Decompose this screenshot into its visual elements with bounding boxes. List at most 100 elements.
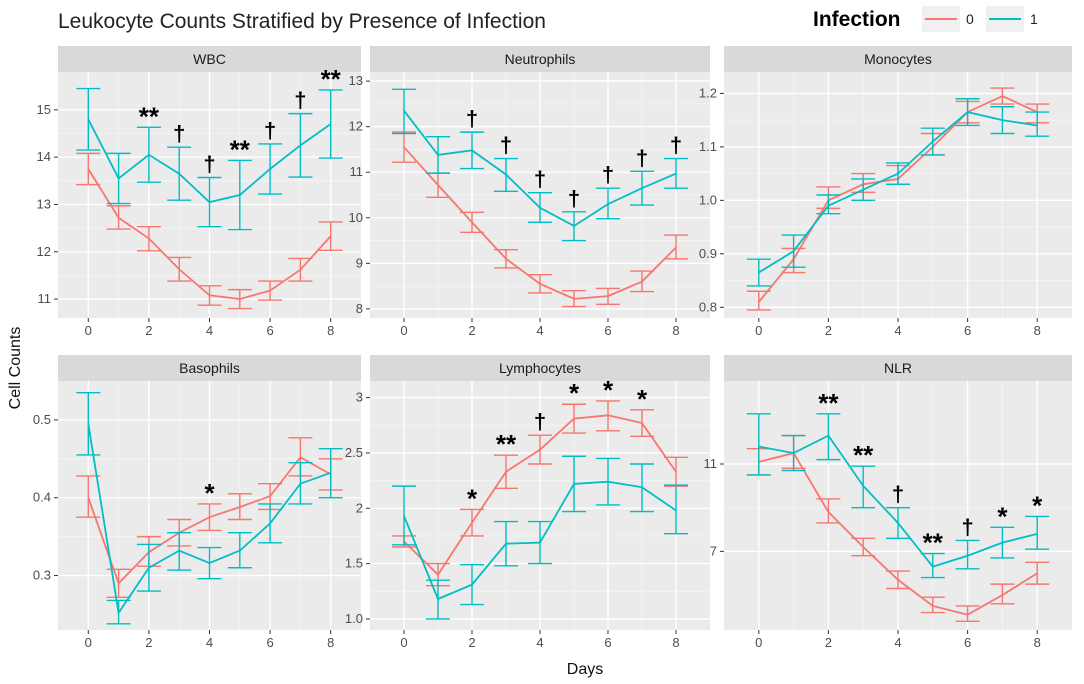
series-1: [76, 391, 343, 625]
y-tick-label: 11: [38, 291, 52, 306]
y-tick-label: 0.9: [699, 246, 717, 261]
series-line: [87, 456, 332, 585]
strip-background: [724, 355, 1072, 381]
x-tick-label: 0: [400, 323, 407, 338]
series-line: [87, 118, 332, 204]
y-tick-label: 3: [356, 390, 363, 405]
significance-marker: **: [496, 429, 517, 459]
significance-marker: *: [997, 501, 1008, 531]
legend-label-0: 0: [966, 11, 974, 27]
significance-marker: †: [466, 106, 478, 131]
y-tick-label: 10: [349, 210, 363, 225]
x-axis-title: Days: [567, 661, 603, 678]
significance-marker: **: [853, 440, 874, 470]
significance-marker: †: [568, 186, 580, 211]
strip-background: [370, 46, 710, 72]
legend: Infection 0 1: [813, 6, 1038, 32]
y-tick-label: 13: [37, 196, 51, 211]
x-tick-label: 8: [327, 323, 334, 338]
x-tick-label: 6: [964, 323, 971, 338]
significance-marker: †: [602, 162, 614, 187]
x-tick-label: 0: [755, 323, 762, 338]
x-tick-label: 4: [206, 635, 213, 650]
x-tick-label: 2: [468, 635, 475, 650]
x-tick-label: 4: [536, 635, 543, 650]
strip-label: NLR: [884, 360, 912, 376]
y-tick-label: 15: [37, 102, 51, 117]
legend-label-1: 1: [1030, 11, 1038, 27]
series-line: [403, 110, 677, 228]
significance-marker: **: [139, 101, 160, 131]
x-tick-label: 8: [1034, 323, 1041, 338]
significance-marker: †: [203, 151, 215, 176]
x-tick-label: 6: [604, 323, 611, 338]
series-line: [87, 423, 332, 616]
legend-title: Infection: [813, 8, 901, 31]
x-tick-label: 0: [85, 635, 92, 650]
significance-marker: †: [500, 133, 512, 158]
series-1: [76, 87, 343, 231]
y-tick-label: 1.0: [699, 192, 717, 207]
series-1: [392, 455, 688, 620]
significance-marker: *: [569, 378, 580, 408]
y-tick-label: 12: [37, 244, 51, 259]
y-tick-label: 0.3: [33, 568, 51, 583]
y-tick-label: 1.1: [699, 139, 717, 154]
strip-background: [58, 46, 361, 72]
x-tick-label: 0: [400, 635, 407, 650]
significance-marker: †: [534, 167, 546, 192]
significance-marker: †: [636, 145, 648, 170]
strip-background: [724, 46, 1072, 72]
y-tick-label: 8: [356, 301, 363, 316]
strip-label: Basophils: [179, 360, 240, 376]
panel-neutrophils: Neutrophils 0 2 4 6 8 8 9 10 11 12 13 † † † † † † †: [349, 46, 710, 338]
y-axis-title: Cell Counts: [7, 327, 24, 410]
significance-marker: *: [603, 375, 614, 405]
x-tick-label: 6: [964, 635, 971, 650]
x-tick-label: 6: [266, 323, 273, 338]
series-line: [758, 434, 1038, 568]
series-1: [746, 413, 1050, 579]
strip-label: Monocytes: [864, 51, 932, 67]
strip-label: Lymphocytes: [499, 360, 581, 376]
x-tick-label: 0: [85, 323, 92, 338]
x-tick-label: 4: [206, 323, 213, 338]
x-tick-label: 0: [755, 635, 762, 650]
x-tick-label: 4: [894, 323, 901, 338]
y-tick-label: 13: [349, 73, 363, 88]
series-line: [403, 480, 677, 601]
chart-title: Leukocyte Counts Stratified by Presence …: [58, 10, 546, 33]
x-tick-label: 2: [825, 635, 832, 650]
significance-marker: *: [637, 384, 648, 414]
x-tick-label: 8: [672, 323, 679, 338]
y-tick-label: 1.5: [345, 556, 363, 571]
series-line: [758, 111, 1038, 274]
x-tick-label: 2: [825, 323, 832, 338]
y-tick-label: 11: [704, 456, 718, 471]
x-tick-label: 2: [468, 323, 475, 338]
significance-marker: *: [467, 483, 478, 513]
y-tick-label: 7: [710, 543, 717, 558]
strip-label: WBC: [193, 51, 226, 67]
significance-marker: *: [1032, 490, 1043, 520]
x-tick-label: 6: [266, 635, 273, 650]
x-tick-label: 8: [327, 635, 334, 650]
series-1: [392, 88, 688, 242]
significance-marker: †: [670, 133, 682, 158]
x-tick-label: 2: [145, 635, 152, 650]
y-tick-label: 1.2: [699, 85, 717, 100]
series-0: [392, 131, 688, 308]
significance-marker: †: [294, 88, 306, 113]
series-line: [87, 168, 332, 300]
significance-marker: †: [892, 482, 904, 507]
significance-marker: †: [961, 514, 973, 539]
y-tick-label: 14: [37, 149, 51, 164]
y-tick-label: 0.8: [699, 299, 717, 314]
x-tick-label: 2: [145, 323, 152, 338]
x-tick-label: 8: [672, 635, 679, 650]
x-tick-label: 4: [536, 323, 543, 338]
series-0: [76, 152, 343, 310]
